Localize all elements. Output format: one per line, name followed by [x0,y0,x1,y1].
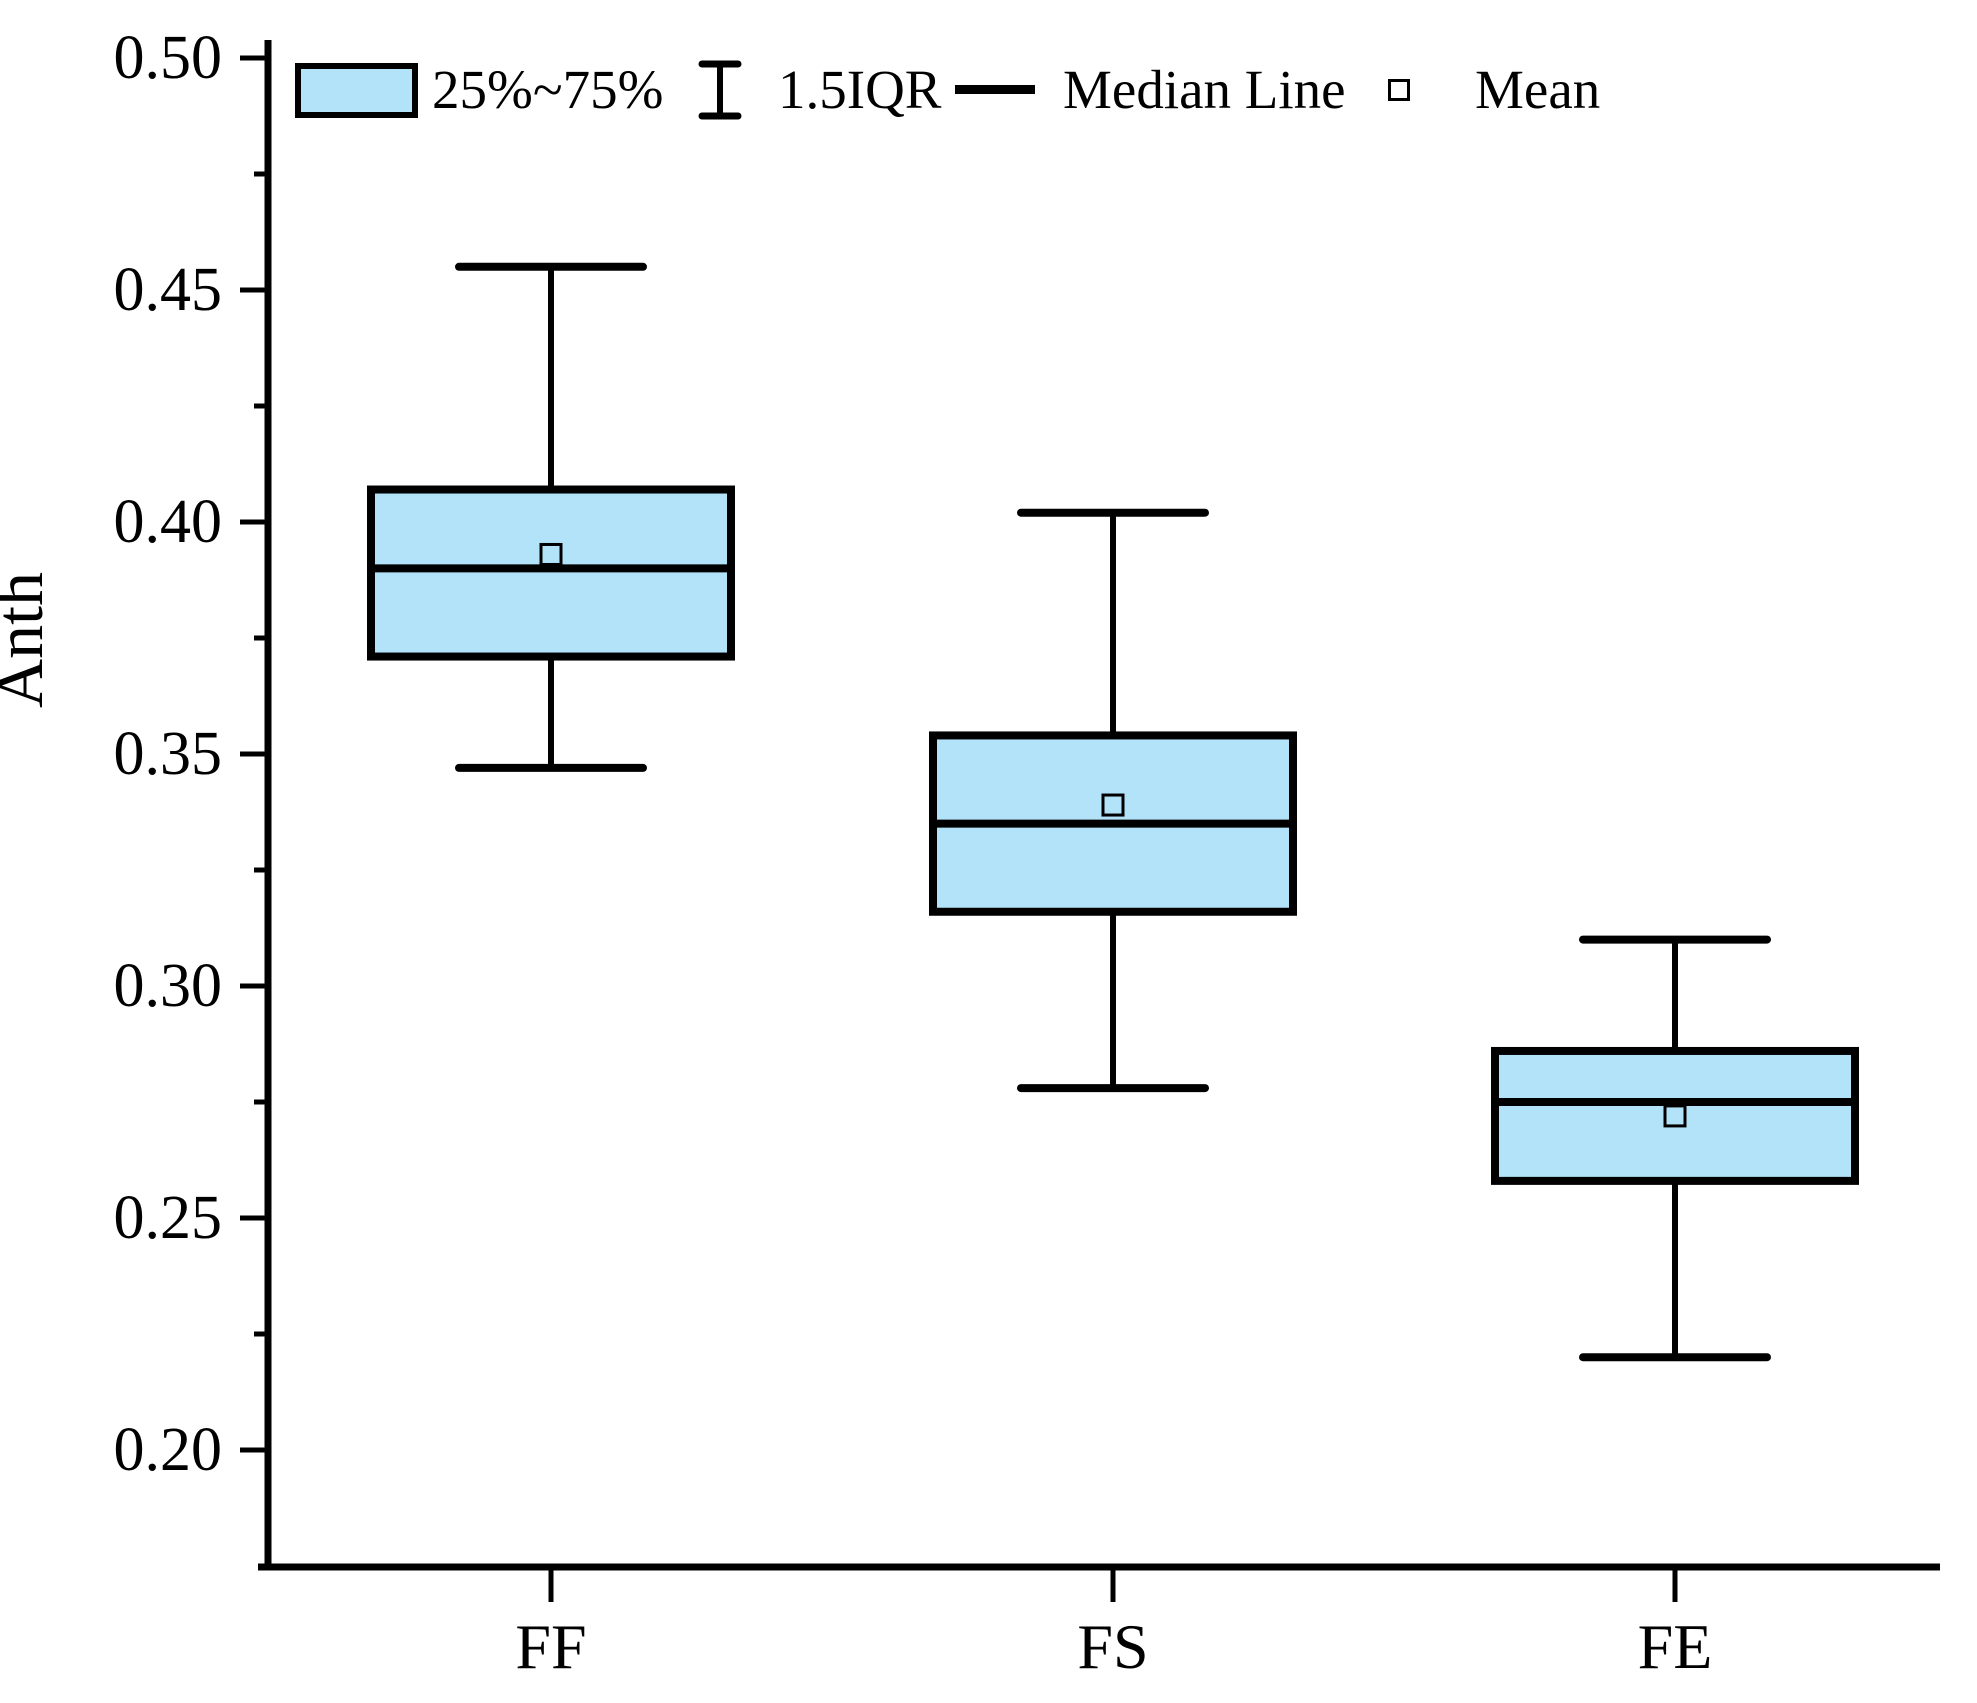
legend-label-median: Median Line [1063,59,1346,120]
legend-label-iqr-whisker: 1.5IQR [778,59,942,120]
y-tick-label-0.20: 0.20 [114,1416,223,1484]
y-tick-label-0.45: 0.45 [114,256,223,324]
y-tick-label-0.25: 0.25 [114,1184,223,1252]
x-category-label-FS: FS [1077,1611,1148,1682]
x-category-label-FE: FE [1638,1611,1713,1682]
iqr-box-FF [367,485,735,661]
mean-marker-FF [539,542,563,566]
legend-label-iqr-range: 25%~75% [432,59,664,120]
mean-marker-FE [1663,1104,1687,1128]
y-axis-title: Anth [0,572,57,708]
legend-iqr-box-swatch-icon [295,63,418,118]
legend-mean-marker-icon [1388,79,1410,101]
iqr-box-FE [1491,1046,1859,1185]
legend-median-line-icon [955,85,1035,94]
y-tick-label-0.40: 0.40 [114,488,223,556]
legend: 25%~75% 1.5IQR Median Line Mean [0,0,1977,160]
mean-marker-FS [1101,793,1125,817]
legend-whisker-icon [698,60,742,120]
y-tick-label-0.50: 0.50 [114,24,223,92]
y-tick-label-0.30: 0.30 [114,952,223,1020]
y-tick-label-0.35: 0.35 [114,720,223,788]
legend-label-mean: Mean [1475,59,1601,120]
x-category-label-FF: FF [515,1611,586,1682]
